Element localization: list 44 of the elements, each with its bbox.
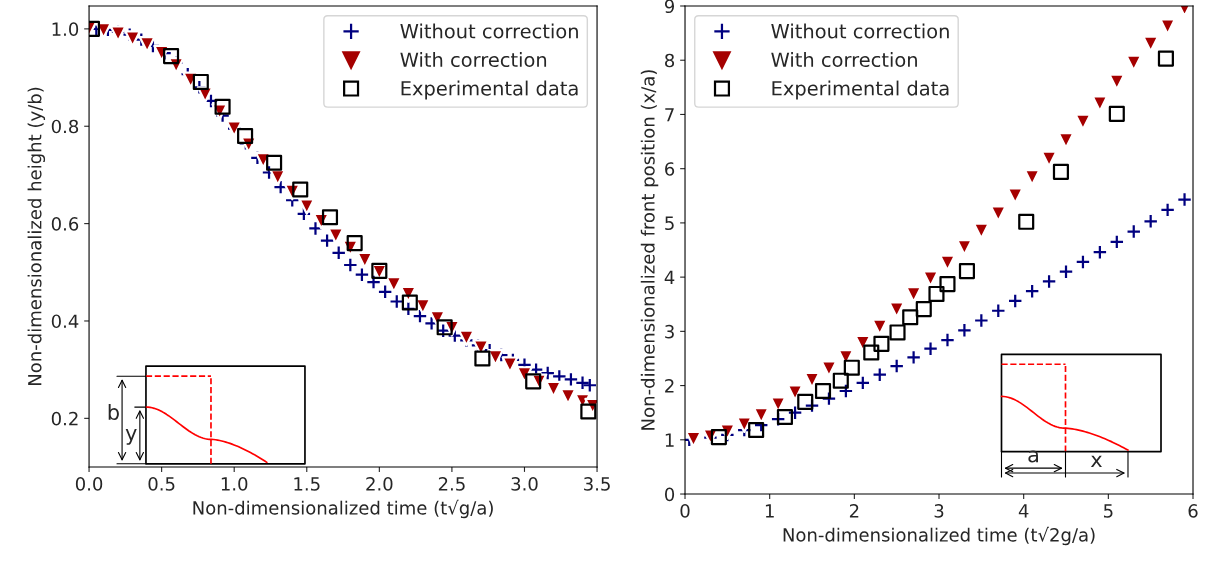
y-tick-label: 4 bbox=[664, 270, 675, 284]
x-axis-title: Non-dimensionalized time (t√2g/a) bbox=[783, 526, 1095, 546]
y-tick-label: 0.4 bbox=[51, 314, 79, 329]
x-tick-label: 3.5 bbox=[584, 477, 610, 491]
x-tick-label: 2.0 bbox=[366, 477, 393, 491]
y-tick-label: 1.0 bbox=[52, 22, 79, 36]
x-axis-title: Non-dimensionalized time (t√g/a) bbox=[193, 499, 493, 519]
x-tick-label: 0 bbox=[680, 504, 690, 518]
y-axis-title: Non-dimensionalized height (y/b) bbox=[27, 87, 46, 386]
legend-label: With correction bbox=[400, 52, 547, 68]
annotation: x bbox=[1090, 455, 1102, 468]
legend-label: Without correction bbox=[771, 23, 949, 39]
x-tick-label: 0.0 bbox=[75, 477, 103, 491]
y-tick-label: 9 bbox=[664, 0, 675, 14]
x-tick-label: 2.5 bbox=[438, 477, 465, 491]
x-tick-label: 3 bbox=[934, 504, 944, 518]
y-tick-label: 0.8 bbox=[51, 119, 79, 134]
y-tick-label: 5 bbox=[665, 216, 674, 231]
legend-label: Experimental data bbox=[772, 80, 949, 100]
x-tick-label: 1.0 bbox=[221, 477, 248, 491]
x-tick-label: 4 bbox=[1018, 504, 1029, 518]
x-tick-label: 0.5 bbox=[148, 477, 175, 491]
y-axis-title: Non-dimensionalized front position (x/a) bbox=[640, 70, 659, 430]
x-tick-label: 2 bbox=[849, 504, 859, 518]
x-tick-label: 6 bbox=[1188, 504, 1198, 518]
y-tick-label: 8 bbox=[665, 53, 675, 68]
legend-label: Experimental data bbox=[401, 80, 578, 100]
annotation: a bbox=[1028, 450, 1038, 463]
legend-label: Without correction bbox=[400, 23, 578, 39]
y-tick-label: 0 bbox=[665, 487, 675, 502]
x-tick-label: 5 bbox=[1103, 504, 1113, 518]
annotation: b bbox=[108, 403, 119, 421]
y-tick-label: 1 bbox=[665, 433, 674, 447]
x-tick-label: 3.0 bbox=[511, 477, 538, 491]
annotation: y bbox=[125, 429, 137, 445]
y-tick-label: 0.6 bbox=[51, 217, 79, 231]
y-tick-label: 6 bbox=[665, 162, 675, 176]
x-tick-label: 1.5 bbox=[294, 477, 320, 491]
y-tick-label: 7 bbox=[665, 108, 674, 122]
y-tick-label: 3 bbox=[665, 324, 674, 339]
legend-label: With correction bbox=[771, 52, 917, 68]
y-tick-label: 2 bbox=[665, 379, 674, 393]
x-tick-label: 1 bbox=[765, 504, 774, 518]
y-tick-label: 0.2 bbox=[51, 411, 78, 426]
